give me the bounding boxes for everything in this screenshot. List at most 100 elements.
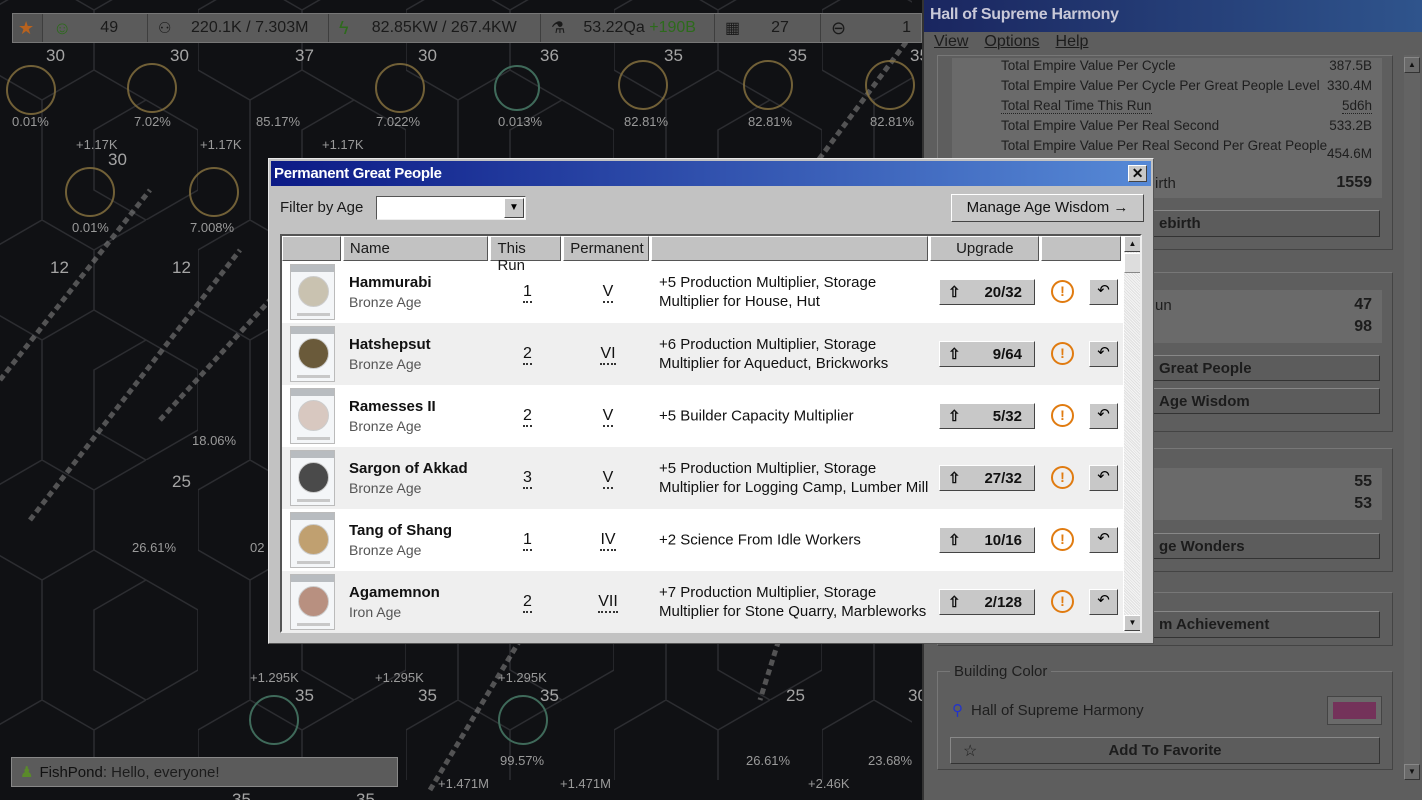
warning-icon[interactable]: ! — [1051, 590, 1074, 613]
undo-button[interactable]: ↶ — [1089, 341, 1118, 367]
menu-help[interactable]: Help — [1055, 33, 1089, 50]
person-name: Ramesses II — [349, 398, 436, 415]
undo-button[interactable]: ↶ — [1089, 279, 1118, 305]
map-label: +1.17K — [76, 137, 118, 152]
table-row[interactable]: Hammurabi Bronze Age 1 V +5 Production M… — [282, 261, 1123, 323]
filter-label: Filter by Age — [280, 199, 364, 216]
permanent-level[interactable]: VI — [565, 345, 651, 365]
manage-age-wisdom-button[interactable]: Manage Age Wisdom → — [951, 194, 1144, 222]
upgrade-button[interactable]: ⇧ 2/128 — [939, 589, 1035, 615]
chat-bar[interactable]: ♟ FishPond: Hello, everyone! — [11, 757, 398, 787]
this-run-level[interactable]: 2 — [492, 407, 563, 427]
this-run-level[interactable]: 1 — [492, 283, 563, 303]
chat-message: Hello, everyone! — [111, 763, 220, 781]
chevron-down-icon[interactable]: ▼ — [504, 198, 524, 218]
star-icon[interactable]: ★ — [13, 14, 43, 42]
table-row[interactable]: Hatshepsut Bronze Age 2 VI +6 Production… — [282, 323, 1123, 385]
map-label: 0.01% — [72, 220, 109, 235]
gp-label: un — [1155, 297, 1172, 314]
menu-view[interactable]: View — [934, 33, 969, 50]
color-swatch[interactable] — [1327, 696, 1382, 725]
scroll-up-button[interactable]: ▲ — [1124, 236, 1140, 252]
warning-icon[interactable]: ! — [1051, 528, 1074, 551]
scroll-down-button[interactable]: ▼ — [1404, 764, 1420, 780]
map-label: 7.008% — [190, 220, 235, 235]
upgrade-arrow-icon: ⇧ — [948, 346, 961, 363]
this-run-level[interactable]: 1 — [492, 531, 563, 551]
column-header-effect[interactable] — [651, 236, 929, 261]
portrait-card — [290, 388, 335, 444]
stat-label: Total Empire Value Per Real Second — [1001, 118, 1220, 133]
permanent-level[interactable]: V — [565, 283, 651, 303]
gp-value: 47 — [1354, 296, 1372, 313]
warning-icon[interactable]: ! — [1051, 466, 1074, 489]
map-label: 12 — [50, 258, 69, 277]
table-row[interactable]: Sargon of Akkad Bronze Age 3 V +5 Produc… — [282, 447, 1123, 509]
upgrade-button[interactable]: ⇧ 20/32 — [939, 279, 1035, 305]
buildings-stat[interactable]: ▦ 27 — [715, 14, 821, 42]
table-scrollbar[interactable]: ▲ ▼ — [1124, 236, 1140, 631]
this-run-level[interactable]: 2 — [492, 345, 563, 365]
person-name: Tang of Shang — [349, 522, 453, 539]
table-row[interactable]: Agamemnon Iron Age 2 VII +7 Production M… — [282, 571, 1123, 631]
dialog-title: Permanent Great People ✕ — [271, 161, 1151, 186]
upgrade-button[interactable]: ⇧ 5/32 — [939, 403, 1035, 429]
stat-value: 533.2B — [1329, 118, 1372, 133]
this-run-level[interactable]: 2 — [492, 593, 563, 613]
warning-icon[interactable]: ! — [1051, 342, 1074, 365]
map-label: 30 — [908, 686, 922, 705]
minus-circle-icon: ⊖ — [831, 17, 847, 38]
happiness-stat[interactable]: ☺ 49 — [43, 14, 148, 42]
map-label: 85.17% — [256, 114, 301, 129]
column-header-this-run[interactable]: This Run — [490, 236, 562, 274]
upgrade-button[interactable]: ⇧ 9/64 — [939, 341, 1035, 367]
map-label: 35 — [418, 686, 437, 705]
population-stat[interactable]: ⚇ 220.1K / 7.303M — [148, 14, 329, 42]
upgrade-arrow-icon: ⇧ — [948, 594, 961, 611]
permanent-level[interactable]: V — [565, 469, 651, 489]
undo-button[interactable]: ↶ — [1089, 465, 1118, 491]
undo-button[interactable]: ↶ — [1089, 403, 1118, 429]
permanent-level[interactable]: VII — [565, 593, 651, 613]
power-stat[interactable]: ϟ 82.85KW / 267.4KW — [329, 14, 541, 42]
stat-value: 387.5B — [1329, 58, 1372, 73]
search-icon[interactable]: ⚲ — [952, 702, 963, 719]
table-row[interactable]: Ramesses II Bronze Age 2 V +5 Builder Ca… — [282, 385, 1123, 447]
map-label: 7.022% — [376, 114, 421, 129]
map-label: 23.68% — [868, 753, 913, 768]
close-button[interactable]: ✕ — [1128, 165, 1147, 182]
other-stat[interactable]: ⊖ 1 — [831, 17, 911, 38]
portrait-card — [290, 326, 335, 382]
person-age: Bronze Age — [349, 480, 422, 496]
column-header-permanent[interactable]: Permanent — [563, 236, 650, 261]
scroll-down-button[interactable]: ▼ — [1124, 615, 1140, 631]
menu-options[interactable]: Options — [984, 33, 1040, 50]
portrait-card — [290, 574, 335, 630]
add-to-favorite-button[interactable]: ☆ Add To Favorite — [950, 737, 1380, 764]
column-header-name[interactable]: Name — [342, 236, 489, 261]
permanent-level[interactable]: V — [565, 407, 651, 427]
undo-button[interactable]: ↶ — [1089, 527, 1118, 553]
column-header-upgrade[interactable]: Upgrade — [930, 236, 1040, 261]
table-row[interactable]: Tang of Shang Bronze Age 1 IV +2 Science… — [282, 509, 1123, 571]
column-header-actions[interactable] — [1041, 236, 1121, 261]
upgrade-button[interactable]: ⇧ 27/32 — [939, 465, 1035, 491]
science-stat[interactable]: ⚗ 53.22Qa +190B — [541, 14, 715, 42]
stat-label: Total Empire Value Per Real Second Per G… — [1001, 138, 1328, 153]
menu-bar: View Options Help — [924, 32, 1422, 55]
permanent-level[interactable]: IV — [565, 531, 651, 551]
filter-age-select[interactable]: ▼ — [376, 196, 526, 220]
effect-text: +6 Production Multiplier, Storage Multip… — [659, 336, 889, 372]
scroll-up-button[interactable]: ▲ — [1404, 57, 1420, 73]
this-run-level[interactable]: 3 — [492, 469, 563, 489]
panel-scrollbar[interactable]: ▲ ▼ — [1404, 55, 1420, 780]
column-header-portrait[interactable] — [282, 236, 341, 261]
undo-button[interactable]: ↶ — [1089, 589, 1118, 615]
warning-icon[interactable]: ! — [1051, 280, 1074, 303]
scroll-thumb[interactable] — [1124, 253, 1140, 273]
building-icon: ▦ — [725, 20, 741, 37]
warning-icon[interactable]: ! — [1051, 404, 1074, 427]
star-outline-icon: ☆ — [963, 743, 978, 760]
upgrade-button[interactable]: ⇧ 10/16 — [939, 527, 1035, 553]
great-people-table: Name This Run Permanent Upgrade Hammurab… — [280, 234, 1142, 633]
